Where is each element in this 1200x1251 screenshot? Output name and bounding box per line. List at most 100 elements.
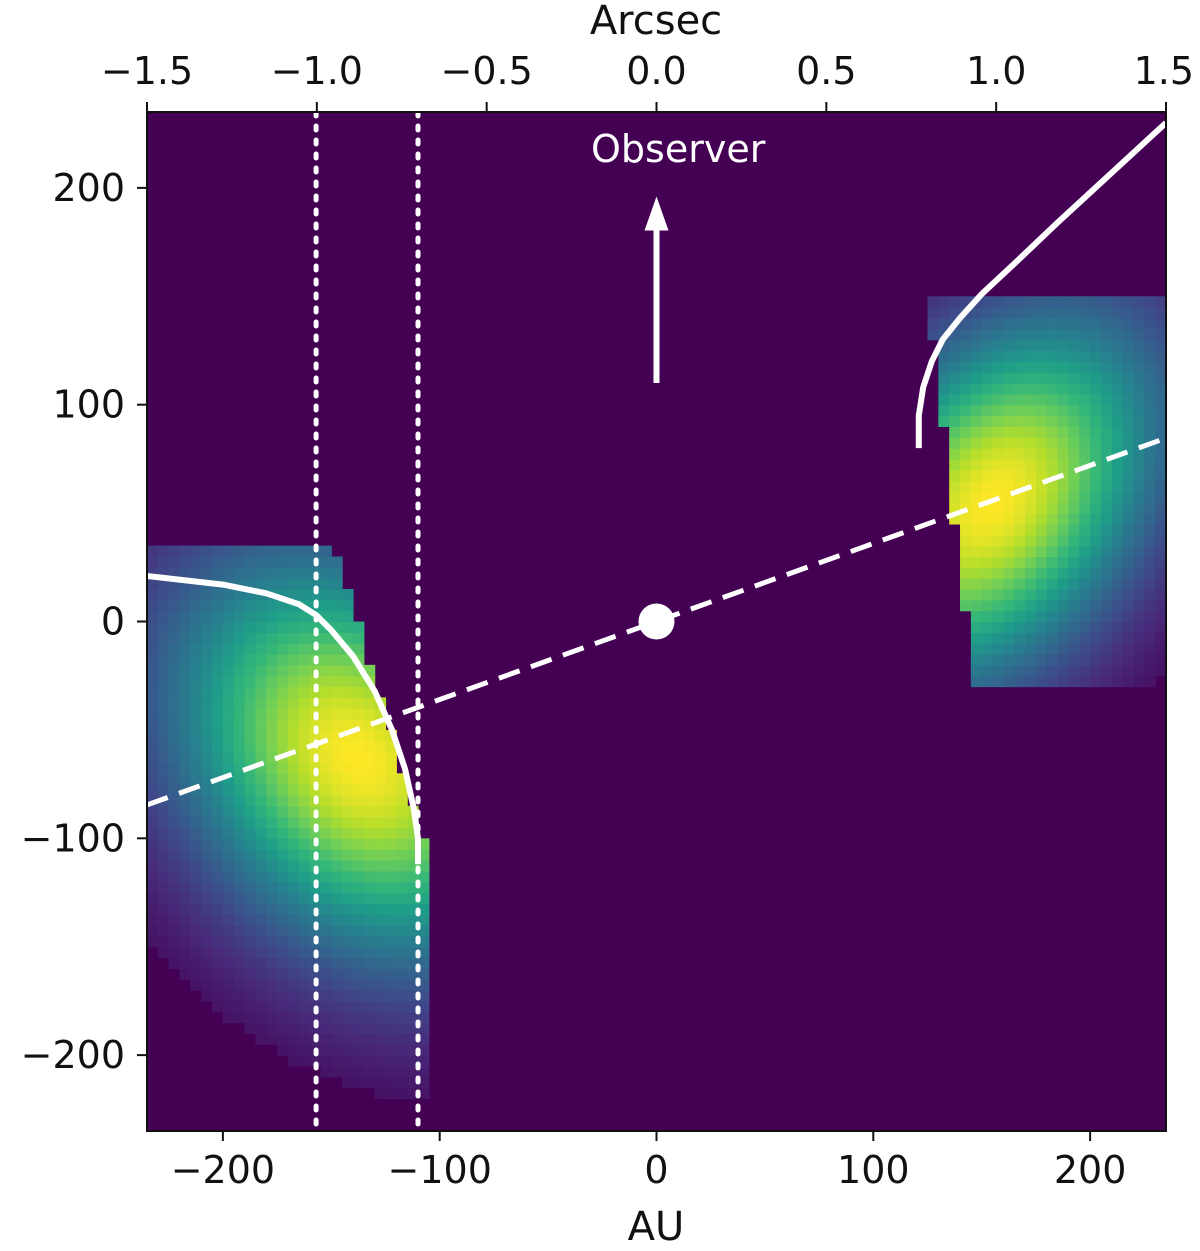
heatmap-cell — [342, 827, 354, 839]
heatmap-cell — [168, 914, 181, 926]
heatmap-cell — [309, 925, 322, 937]
heatmap-cell — [168, 664, 181, 677]
heatmap-cell — [1122, 513, 1135, 525]
heatmap-cell — [320, 838, 332, 850]
heatmap-cell — [320, 588, 332, 601]
heatmap-cell — [1122, 599, 1135, 612]
heatmap-cell — [396, 838, 408, 850]
heatmap-cell — [1003, 610, 1015, 623]
heatmap-cell — [277, 697, 289, 709]
heatmap-cell — [255, 903, 267, 915]
heatmap-cell — [1035, 621, 1048, 633]
heatmap-cell — [342, 784, 354, 796]
heatmap-cell — [374, 816, 387, 829]
heatmap-cell — [1122, 383, 1135, 395]
heatmap-cell — [1046, 534, 1059, 547]
heatmap-cell — [1014, 350, 1026, 362]
heatmap-cell — [266, 914, 278, 926]
heatmap-cell — [190, 859, 202, 872]
heatmap-cell — [168, 859, 181, 872]
heatmap-cell — [342, 708, 354, 720]
heatmap-cell — [157, 686, 170, 698]
heatmap-cell — [1090, 437, 1102, 449]
heatmap-cell — [1133, 426, 1145, 438]
heatmap-cell — [266, 599, 278, 612]
heatmap-cell — [298, 827, 311, 839]
heatmap-cell — [331, 556, 343, 568]
heatmap-cell — [201, 805, 213, 818]
heatmap-cell — [331, 892, 343, 904]
heatmap-cell — [342, 979, 354, 991]
heatmap-cell — [374, 892, 387, 904]
heatmap-cell — [1079, 588, 1091, 601]
heatmap-cell — [970, 469, 983, 482]
heatmap-cell — [168, 545, 181, 558]
heatmap-cell — [1025, 372, 1037, 384]
heatmap-cell — [1014, 621, 1026, 633]
heatmap-cell — [168, 621, 181, 633]
heatmap-cell — [418, 1055, 430, 1067]
heatmap-cell — [157, 881, 170, 894]
heatmap-cell — [298, 870, 311, 883]
heatmap-cell — [1079, 372, 1091, 384]
heatmap-cell — [168, 892, 181, 904]
heatmap-cell — [1057, 307, 1070, 319]
heatmap-cell — [1035, 545, 1048, 558]
heatmap-cell — [277, 610, 289, 623]
heatmap-cell — [1155, 632, 1166, 644]
heatmap-cell — [212, 599, 224, 612]
heatmap-cell — [255, 838, 267, 850]
heatmap-cell — [407, 946, 419, 959]
heatmap-cell — [287, 578, 300, 590]
heatmap-cell — [970, 480, 983, 493]
heatmap-cell — [277, 1011, 289, 1024]
heatmap-cell — [190, 599, 202, 612]
heatmap-cell — [179, 588, 191, 601]
heatmap-cell — [168, 946, 181, 959]
heatmap-cell — [1155, 610, 1166, 623]
heatmap-cell — [1079, 437, 1091, 449]
heatmap-cell — [1090, 578, 1102, 590]
heatmap-cell — [244, 567, 257, 579]
heatmap-cell — [309, 675, 322, 688]
heatmap-cell — [407, 1000, 419, 1013]
heatmap-cell — [1025, 458, 1037, 471]
heatmap-cell — [331, 1022, 343, 1035]
heatmap-cell — [1057, 599, 1070, 612]
heatmap-cell — [1111, 632, 1124, 644]
heatmap-cell — [287, 816, 300, 829]
heatmap-cell — [222, 675, 235, 688]
heatmap-cell — [201, 859, 213, 872]
heatmap-cell — [331, 935, 343, 948]
heatmap-cell — [1111, 599, 1124, 612]
heatmap-cell — [960, 383, 972, 395]
heatmap-cell — [147, 621, 159, 633]
heatmap-cell — [1003, 534, 1015, 547]
heatmap-cell — [244, 686, 257, 698]
heatmap-cell — [960, 513, 972, 525]
heatmap-cell — [320, 827, 332, 839]
heatmap-cell — [1111, 491, 1124, 503]
heatmap-cell — [1035, 675, 1048, 688]
heatmap-cell — [1090, 502, 1102, 514]
heatmap-cell — [1079, 328, 1091, 341]
heatmap-cell — [157, 805, 170, 818]
heatmap-cell — [960, 296, 972, 308]
heatmap-cell — [1122, 469, 1135, 482]
heatmap-cell — [363, 1044, 376, 1056]
heatmap-cell — [1133, 588, 1145, 601]
heatmap-cell — [385, 881, 397, 894]
heatmap-cell — [212, 632, 224, 644]
heatmap-cell — [1100, 393, 1113, 406]
heatmap-cell — [1090, 469, 1102, 482]
heatmap-cell — [352, 675, 365, 688]
heatmap-cell — [1068, 502, 1080, 514]
heatmap-cell — [1079, 578, 1091, 590]
heatmap-cell — [1014, 393, 1026, 406]
heatmap-cell — [255, 621, 267, 633]
heatmap-cell — [331, 588, 343, 601]
heatmap-cell — [179, 567, 191, 579]
heatmap-cell — [363, 740, 376, 753]
heatmap-cell — [385, 849, 397, 861]
heatmap-cell — [981, 621, 994, 633]
